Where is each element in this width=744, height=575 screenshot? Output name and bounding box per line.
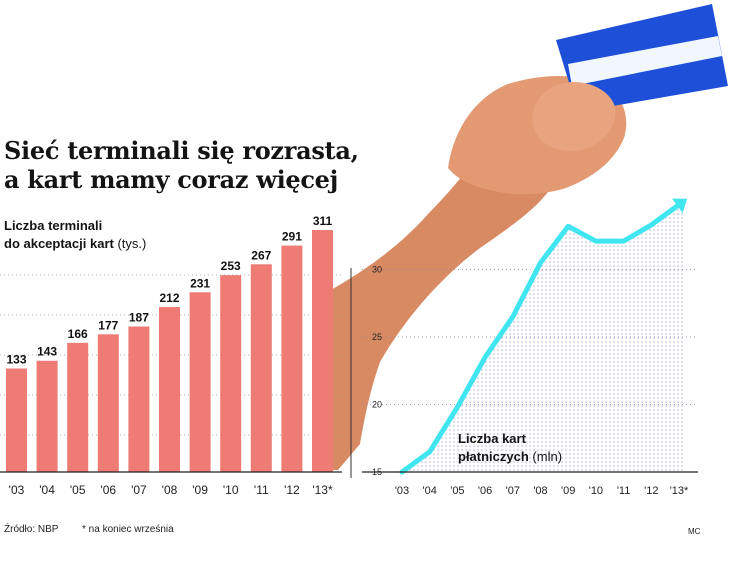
terminal-label-line-2: do akceptacji kart (tys.) — [4, 235, 146, 253]
card-x-tick: '08 — [533, 485, 547, 497]
card-y-tick: 25 — [372, 332, 382, 342]
card-y-tick: 30 — [372, 265, 382, 275]
source-note: Źródło: NBP — [4, 524, 59, 535]
terminal-bar — [281, 245, 303, 472]
card-x-tick: '03 — [395, 485, 409, 497]
terminal-label-line-1: Liczba terminali — [4, 218, 103, 233]
terminal-value-label: 291 — [282, 230, 302, 244]
hand-holding-card-icon — [312, 4, 728, 470]
terminal-value-label: 267 — [251, 248, 271, 262]
terminal-value-label: 187 — [129, 311, 149, 325]
card-x-tick-labels: '03 '04 '05 '06 '07 '08 '09 '10 '11 '12 '13* — [395, 485, 689, 497]
card-x-tick: '06 — [478, 485, 492, 497]
arm-shape — [312, 150, 552, 470]
terminal-bar — [220, 275, 242, 472]
fingers-shape — [532, 82, 616, 152]
title-line-2: a kart mamy coraz więcej — [4, 165, 339, 194]
card-count-area — [402, 198, 683, 472]
card-y-tick: 20 — [372, 400, 382, 410]
terminal-bar — [250, 264, 272, 472]
terminal-value-label: 177 — [98, 318, 118, 332]
author-initials: MC — [688, 527, 701, 536]
terminal-bar — [67, 342, 89, 472]
terminal-x-tick-labels: '03 '04 '05 '06 '07 '08 '09 '10 '11 '12 '13* — [9, 483, 333, 497]
terminal-x-tick: '13* — [312, 483, 333, 497]
terminal-bar — [36, 360, 58, 472]
card-x-tick: '07 — [506, 485, 520, 497]
card-label-line-1: Liczba kart — [458, 431, 526, 446]
terminal-x-tick: '03 — [9, 483, 25, 497]
terminal-bar — [189, 292, 211, 472]
card-x-tick: '10 — [589, 485, 603, 497]
terminal-x-tick: '11 — [254, 483, 269, 497]
card-x-tick: '13* — [670, 485, 689, 497]
terminal-value-labels: 133 143 166 177 187 212 231 253 267 291 311 — [6, 214, 332, 366]
page-title: Sieć terminali się rozrasta, a kart mamy… — [4, 136, 359, 194]
terminal-bar — [6, 368, 27, 472]
terminal-value-label: 231 — [190, 276, 210, 290]
card-count-line — [399, 202, 682, 475]
card-x-tick: '04 — [423, 485, 437, 497]
terminal-x-tick: '07 — [131, 483, 147, 497]
terminal-x-tick: '04 — [39, 483, 55, 497]
terminal-label-text: do akceptacji kart — [4, 236, 114, 251]
terminal-value-label: 133 — [6, 353, 26, 367]
terminal-bar — [312, 230, 333, 472]
card-x-tick: '11 — [617, 485, 631, 497]
terminal-x-tick: '05 — [70, 483, 86, 497]
terminal-value-label: 143 — [37, 345, 57, 359]
card-x-tick: '12 — [644, 485, 658, 497]
terminal-bar — [97, 334, 119, 472]
terminal-value-label: 311 — [313, 214, 333, 228]
card-x-tick: '05 — [450, 485, 464, 497]
terminal-x-tick: '09 — [192, 483, 208, 497]
terminal-value-label: 253 — [221, 259, 241, 273]
terminal-x-tick: '12 — [284, 483, 300, 497]
terminal-x-tick: '10 — [223, 483, 239, 497]
arrow-head-icon — [672, 198, 688, 214]
terminal-value-label: 166 — [68, 327, 88, 341]
card-label-text: płatniczych — [458, 449, 529, 464]
terminal-bars — [6, 230, 333, 472]
card-stripe — [568, 36, 722, 86]
terminal-unit: (tys.) — [117, 236, 147, 251]
terminal-value-label: 212 — [159, 291, 179, 305]
terminal-bar — [159, 307, 180, 472]
terminal-x-tick: '06 — [100, 483, 116, 497]
title-line-1: Sieć terminali się rozrasta, — [4, 136, 359, 165]
terminal-x-tick: '08 — [162, 483, 178, 497]
card-chart-label: Liczba kart płatniczych (mln) — [458, 430, 562, 466]
card-unit: (mln) — [532, 449, 563, 464]
terminal-bar — [128, 326, 150, 472]
card-label-line-2: płatniczych (mln) — [458, 448, 562, 466]
terminal-chart-label: Liczba terminali do akceptacji kart (tys… — [4, 217, 146, 253]
card-x-tick: '09 — [561, 485, 575, 497]
footnote: * na koniec września — [82, 524, 174, 535]
